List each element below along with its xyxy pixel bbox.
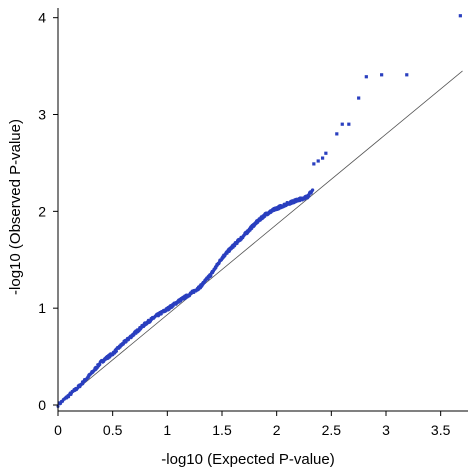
data-point bbox=[347, 122, 351, 126]
data-points-layer bbox=[56, 14, 462, 408]
x-tick-label: 2.5 bbox=[322, 422, 342, 438]
x-tick-label: 0.5 bbox=[103, 422, 123, 438]
data-point bbox=[132, 333, 136, 337]
data-point bbox=[311, 188, 315, 192]
data-point bbox=[405, 73, 409, 77]
y-tick-label: 1 bbox=[38, 300, 46, 316]
x-tick-label: 1.5 bbox=[212, 422, 232, 438]
y-tick-label: 0 bbox=[38, 397, 46, 413]
data-point bbox=[98, 363, 102, 367]
data-point bbox=[115, 349, 119, 353]
x-tick-label: 1 bbox=[163, 422, 171, 438]
data-point bbox=[335, 132, 339, 136]
reference-line-layer bbox=[57, 70, 463, 406]
data-point bbox=[307, 194, 311, 198]
x-axis-title: -log10 (Expected P-value) bbox=[161, 451, 334, 468]
x-tick-label: 0 bbox=[54, 422, 62, 438]
reference-line bbox=[57, 70, 463, 406]
data-point bbox=[340, 122, 344, 126]
data-point bbox=[364, 75, 368, 79]
data-point bbox=[263, 214, 267, 218]
x-tick-label: 3 bbox=[382, 422, 390, 438]
x-tick-label: 3.5 bbox=[431, 422, 451, 438]
data-point bbox=[320, 156, 325, 160]
data-point bbox=[312, 162, 316, 166]
data-point bbox=[324, 151, 328, 155]
y-tick-label: 3 bbox=[38, 107, 46, 123]
data-point bbox=[316, 159, 320, 163]
axes-layer: 0 0.5 1 1.5 2 2.5 3 3.5 0 1 2 3 4 bbox=[38, 8, 468, 438]
data-point bbox=[380, 73, 384, 77]
y-axis-title: -log10 (Observed P-value) bbox=[7, 119, 24, 295]
data-point bbox=[357, 96, 361, 100]
x-tick-label: 2 bbox=[273, 422, 281, 438]
y-tick-label: 4 bbox=[38, 10, 46, 26]
data-point bbox=[458, 14, 462, 18]
y-tick-label: 2 bbox=[38, 203, 46, 219]
